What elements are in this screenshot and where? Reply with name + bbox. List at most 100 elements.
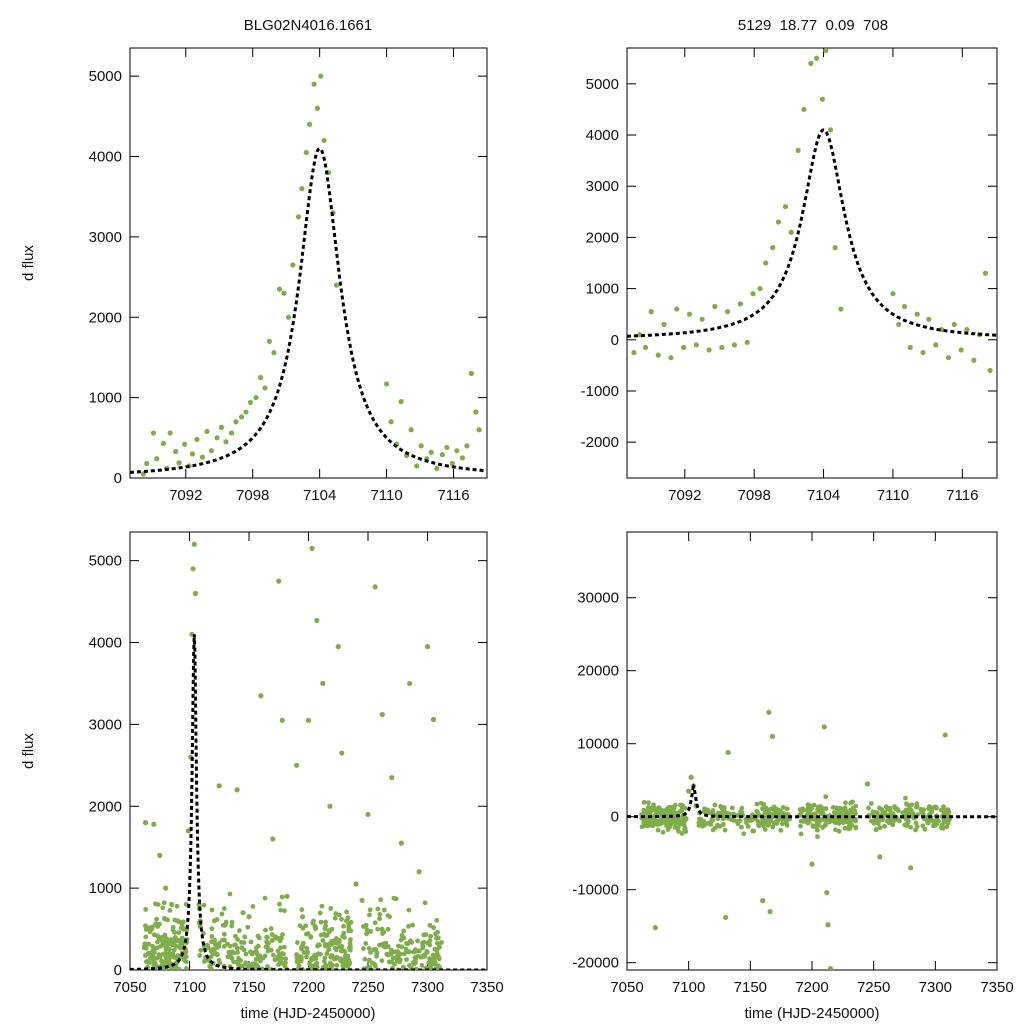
data-point-background [435, 935, 441, 941]
data-point-background [700, 823, 705, 829]
data-point [819, 96, 826, 102]
data-point [964, 326, 970, 333]
data-point-background [737, 818, 743, 823]
data-point [890, 291, 896, 297]
data-point [681, 344, 687, 351]
data-point-background [768, 806, 774, 812]
y-tick-label-0: 0 [114, 962, 122, 979]
data-point-background [938, 807, 944, 813]
data-point-background [347, 942, 353, 948]
data-point-background [660, 829, 666, 835]
x-tick-label-7116: 7116 [437, 487, 469, 504]
data-point [379, 711, 385, 718]
x-tick-label-7150: 7150 [232, 979, 265, 996]
data-point-background [641, 820, 647, 825]
data-point-background [418, 954, 423, 960]
data-point [311, 81, 317, 87]
x-axis-title: time (HJD-2450000) [240, 1005, 375, 1022]
data-point-background [672, 824, 678, 830]
data-point-background [815, 834, 820, 840]
data-point-background [234, 945, 240, 951]
data-point-background [172, 965, 178, 970]
data-point [262, 385, 268, 391]
data-point-background [428, 933, 433, 939]
y-tick-label-3000: 3000 [586, 178, 619, 195]
panel-bottom-left: 0 1000 2000 3000 4000 5000 7050 7100 7150 7200 725… [20, 531, 504, 1022]
data-point [476, 427, 482, 433]
data-point-background [209, 907, 215, 913]
data-point [142, 820, 149, 826]
data-point [199, 454, 206, 460]
y-tick-label-0: 0 [114, 470, 122, 487]
data-point-background [385, 926, 391, 932]
data-point-background [934, 821, 940, 827]
data-point [258, 693, 264, 699]
data-point-background [146, 951, 152, 957]
data-point [208, 448, 215, 454]
data-point [832, 245, 838, 251]
data-point [770, 245, 776, 251]
data-point-background [166, 941, 172, 946]
x-tick-label-7098: 7098 [738, 487, 771, 504]
data-point [233, 419, 239, 425]
x-tick-label-7250: 7250 [351, 979, 384, 996]
data-point-background [427, 922, 433, 928]
y-tick-label-3000: 3000 [89, 229, 122, 246]
data-point-background [221, 944, 227, 949]
data-point-background [439, 940, 444, 945]
data-point [982, 270, 989, 276]
data-point-background [154, 955, 160, 961]
data-point-background [412, 955, 418, 960]
data-point-background [150, 957, 156, 963]
data-point-background [309, 966, 314, 970]
data-point [407, 680, 413, 687]
data-point-background [882, 823, 887, 829]
data-point-background [766, 821, 772, 827]
data-point [763, 260, 769, 266]
data-point-background [841, 806, 847, 811]
panel-bottom-right: -20000 -10000 0 10000 20000 30000 7050 7100 7150… [572, 531, 1014, 1022]
data-point [686, 311, 693, 317]
data-point-background [905, 811, 910, 817]
y-axis-title: d flux [20, 245, 37, 281]
data-point-background [297, 923, 303, 929]
data-point [737, 301, 743, 307]
y-axis-title: d flux [20, 733, 37, 769]
data-point-background [238, 958, 243, 964]
data-point [706, 347, 712, 353]
data-point [933, 342, 939, 348]
data-point [247, 399, 254, 406]
data-point-background [299, 907, 305, 913]
data-point-background [318, 919, 324, 925]
data-point [775, 219, 782, 225]
x-tick-label-7110: 7110 [370, 487, 402, 504]
data-point-background [257, 958, 263, 964]
data-point [204, 428, 210, 434]
data-point [914, 311, 920, 317]
data-point [896, 321, 902, 328]
data-point-background [427, 938, 433, 944]
data-point-background [682, 827, 688, 833]
data-point-background [304, 954, 309, 960]
data-point-background [341, 930, 347, 936]
x-tick-label-7300: 7300 [411, 979, 444, 996]
data-point-background [903, 795, 908, 801]
data-point-background [853, 803, 859, 809]
data-point-background [272, 957, 278, 963]
data-point [264, 934, 270, 940]
data-point-background [322, 926, 328, 931]
data-point-background [243, 960, 249, 966]
data-point-background [676, 829, 681, 834]
data-point-background [372, 920, 378, 926]
data-point-background [326, 929, 332, 935]
data-point-background [366, 957, 372, 963]
data-point-background [871, 809, 877, 815]
data-point-background [143, 934, 149, 940]
panel-top-right: -2000 -1000 0 1000 2000 3000 4000 5000 7092 7098 7… [581, 47, 998, 504]
data-point [731, 342, 738, 348]
y-tick-label-2000: 2000 [586, 229, 619, 246]
data-point [838, 306, 844, 312]
data-point-background [254, 952, 260, 957]
data-point-background [426, 960, 432, 966]
